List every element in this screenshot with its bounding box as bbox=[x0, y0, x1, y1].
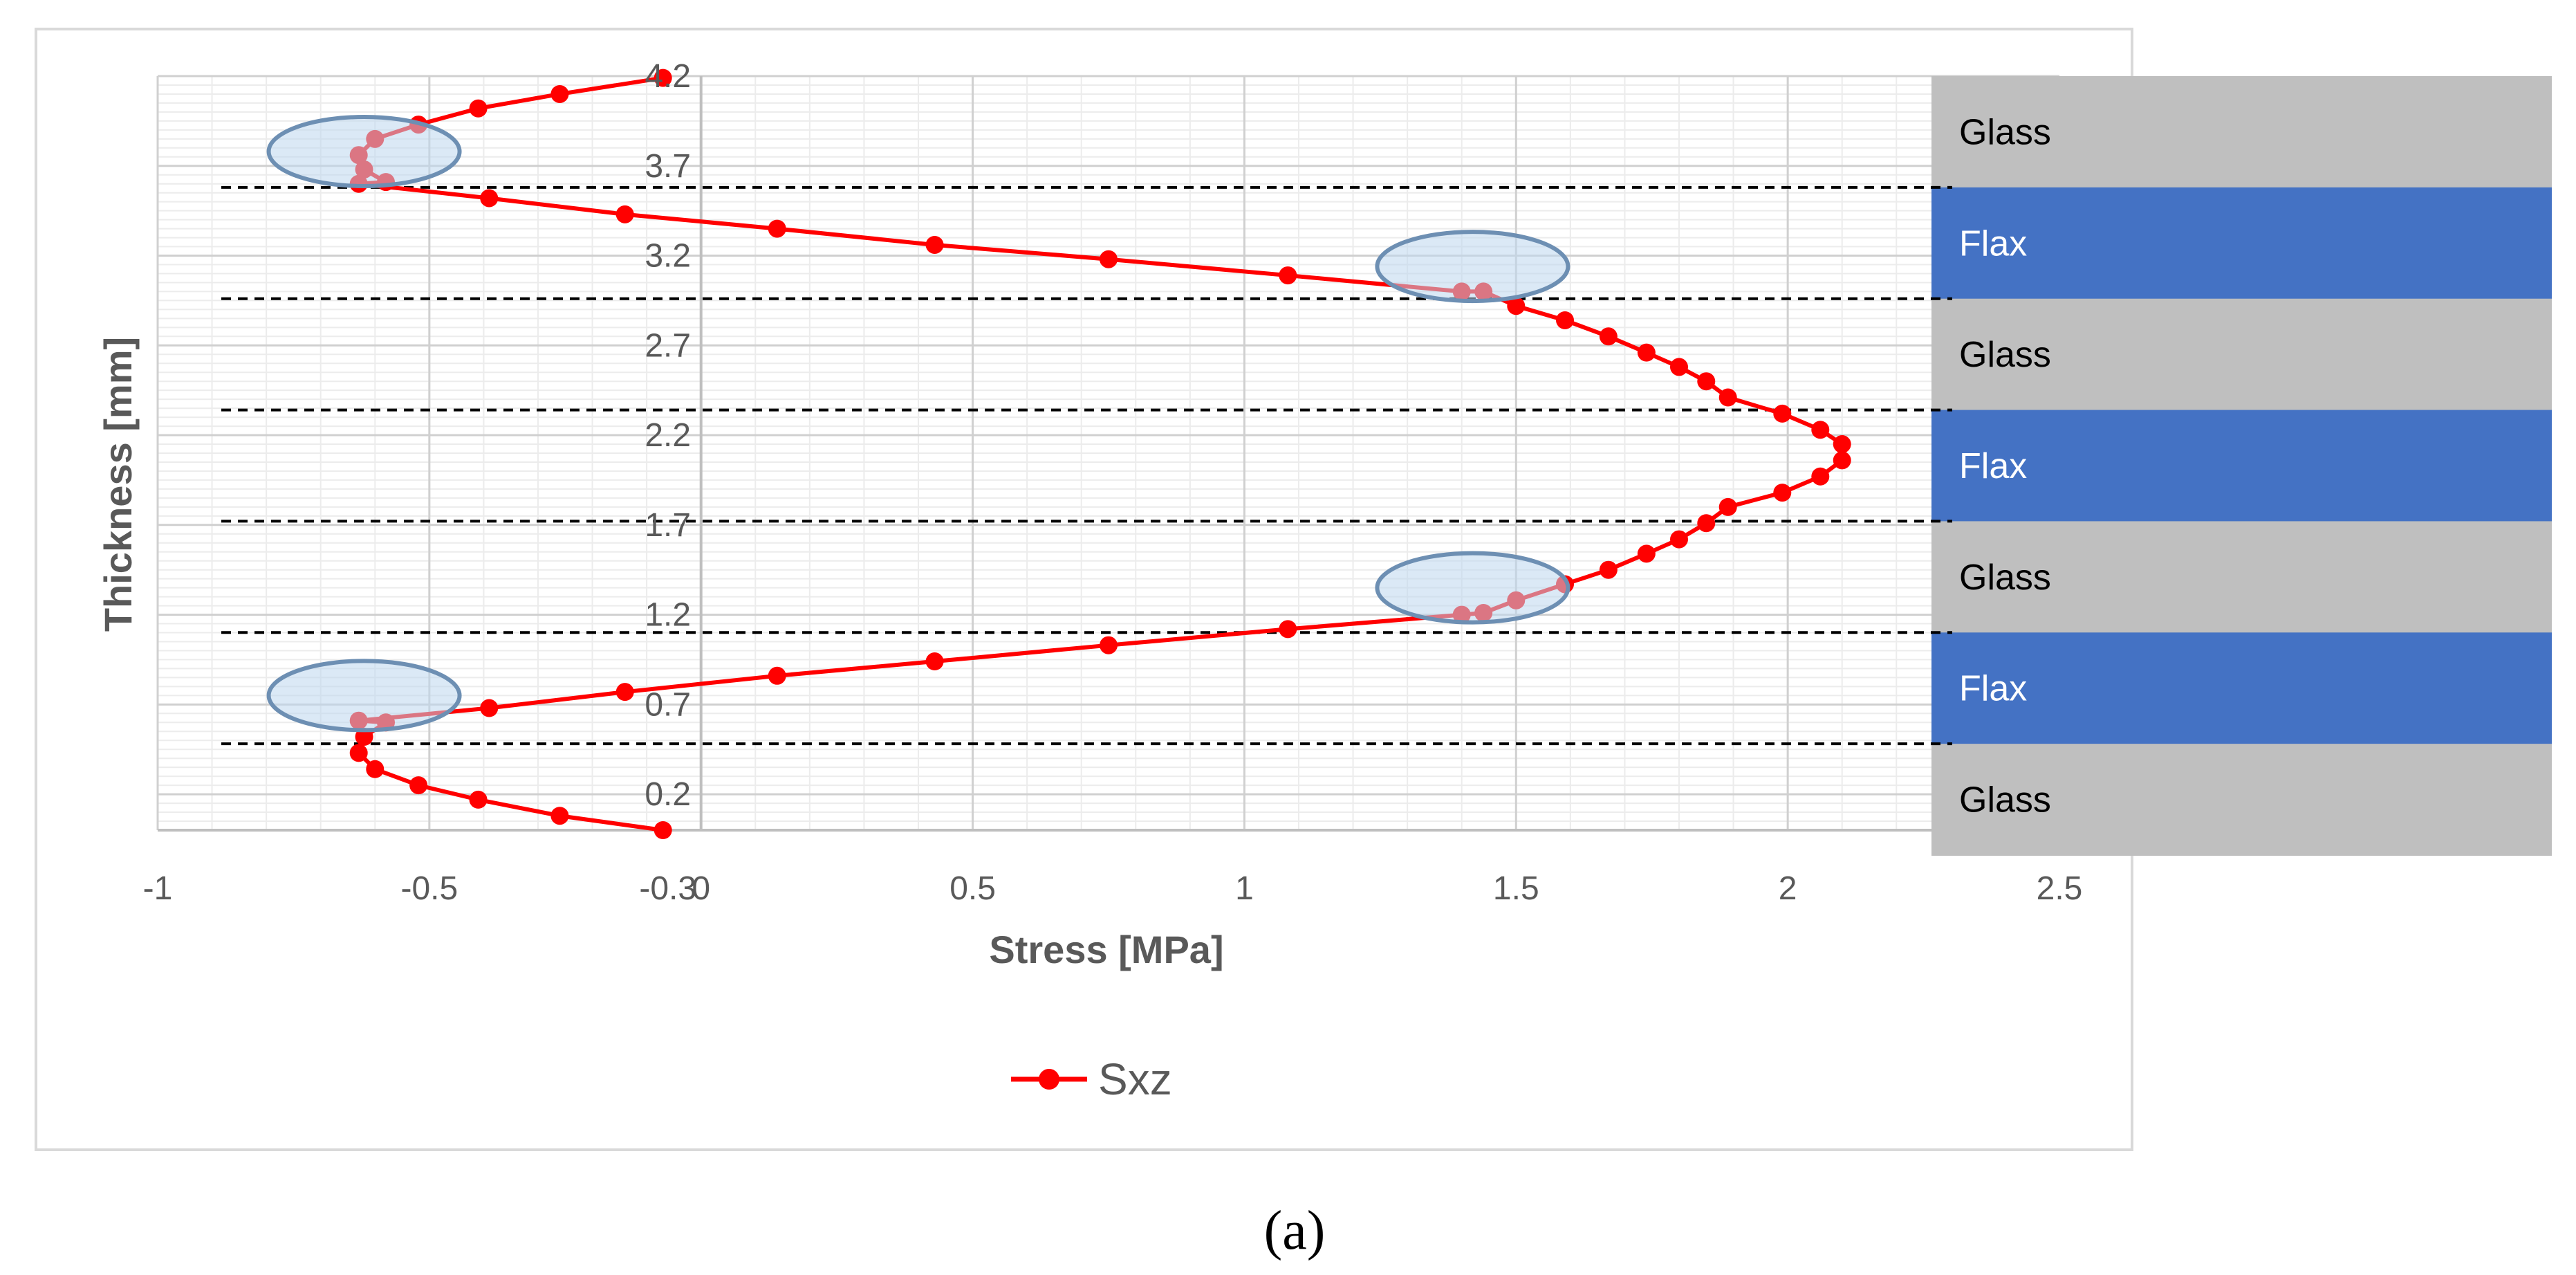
y-axis-title: Thickness [mm] bbox=[96, 337, 140, 632]
layer-boundaries bbox=[221, 185, 1952, 746]
legend-marker-icon bbox=[1039, 1069, 1059, 1090]
data-point bbox=[1279, 620, 1297, 639]
data-point bbox=[550, 807, 569, 825]
y-tick-label: 1.2 bbox=[645, 597, 691, 634]
data-point bbox=[1811, 467, 1830, 486]
y-tick-label: 3.7 bbox=[645, 148, 691, 185]
highlight-ellipse bbox=[266, 659, 462, 733]
data-point bbox=[1599, 560, 1618, 579]
y-tick-label: 4.2 bbox=[645, 58, 691, 95]
data-point bbox=[1100, 250, 1118, 268]
legend-label: Sxz bbox=[1098, 1054, 1172, 1104]
highlight-ellipse bbox=[266, 115, 462, 188]
data-point bbox=[1670, 358, 1688, 376]
x-tick-label: -1 bbox=[143, 870, 173, 907]
y-tick-label: 0.7 bbox=[645, 686, 691, 723]
layer-label: Flax bbox=[1959, 446, 2027, 486]
legend: Sxz bbox=[1011, 1054, 1172, 1104]
data-point bbox=[1718, 497, 1737, 516]
data-point bbox=[654, 821, 672, 839]
data-point bbox=[1811, 421, 1830, 439]
layer-block bbox=[1931, 744, 2552, 856]
x-tick-label: 0 bbox=[692, 870, 710, 907]
data-point bbox=[1556, 311, 1574, 329]
data-point bbox=[469, 790, 488, 809]
tick-labels: -1 -0.5 0 0.5 1 1.5 2 2.5 0.2 0.7 1.2 1.7 2.2 2.7 3.2 3… bbox=[143, 58, 2083, 907]
data-point bbox=[469, 99, 488, 118]
data-point bbox=[1507, 297, 1526, 315]
data-point bbox=[1773, 484, 1792, 502]
data-point bbox=[480, 189, 499, 208]
data-point bbox=[1773, 404, 1792, 423]
data-point bbox=[355, 728, 373, 746]
y-tick-label: 3.2 bbox=[645, 238, 691, 275]
data-point bbox=[1670, 530, 1688, 549]
data-point bbox=[1833, 435, 1851, 454]
data-point bbox=[349, 744, 368, 762]
layer-label: Glass bbox=[1959, 558, 2051, 598]
x-tick-label: -0.5 bbox=[400, 870, 458, 907]
x-tick-label: 0.5 bbox=[949, 870, 996, 907]
data-point bbox=[768, 219, 786, 238]
data-point bbox=[1100, 636, 1118, 654]
y-tick-label: 0.2 bbox=[645, 776, 691, 813]
x-axis-title: Stress [MPa] bbox=[989, 928, 1223, 971]
layer-label: Glass bbox=[1959, 335, 2051, 375]
caption: (a) bbox=[1264, 1200, 1326, 1261]
data-point bbox=[409, 776, 428, 795]
layer-label: Glass bbox=[1959, 112, 2051, 152]
data-point bbox=[1833, 451, 1851, 470]
data-point bbox=[1637, 343, 1656, 362]
data-point bbox=[1697, 514, 1716, 533]
x-tick-label: 2 bbox=[1779, 870, 1797, 907]
data-point bbox=[1279, 266, 1297, 285]
highlight-ellipse bbox=[1375, 230, 1570, 304]
data-point bbox=[1697, 372, 1716, 391]
layer-labels: Glass Flax Glass Flax Glass Flax Glass bbox=[1931, 76, 2552, 856]
layer-block bbox=[1931, 410, 2552, 522]
x-tick-label: 2.5 bbox=[2037, 870, 2083, 907]
data-point bbox=[480, 699, 499, 717]
layer-block bbox=[1931, 298, 2552, 411]
y-tick-label: 2.2 bbox=[645, 417, 691, 454]
axes bbox=[158, 76, 2059, 832]
data-point bbox=[925, 235, 944, 254]
data-point bbox=[1718, 388, 1737, 407]
data-point bbox=[550, 84, 569, 103]
data-point bbox=[615, 683, 634, 701]
layer-block bbox=[1931, 187, 2552, 300]
layer-block bbox=[1931, 521, 2552, 634]
y-tick-label: 1.7 bbox=[645, 507, 691, 544]
layer-label: Flax bbox=[1959, 223, 2027, 264]
layer-label: Flax bbox=[1959, 669, 2027, 709]
x-tick-label: 1 bbox=[1235, 870, 1254, 907]
chart-frame bbox=[35, 28, 2133, 1151]
data-point bbox=[1637, 544, 1656, 563]
data-point bbox=[925, 652, 944, 671]
highlight-ellipse bbox=[1375, 551, 1570, 625]
data-point bbox=[615, 205, 634, 223]
x-tick-label: 1.5 bbox=[1493, 870, 1539, 907]
data-point bbox=[768, 666, 786, 685]
x-extra-label: -0.3 bbox=[639, 870, 696, 907]
data-point bbox=[366, 760, 384, 778]
highlight-ellipses bbox=[266, 115, 1570, 733]
y-tick-label: 2.7 bbox=[645, 327, 691, 364]
layer-block bbox=[1931, 632, 2552, 745]
data-point bbox=[1599, 327, 1618, 346]
layer-block bbox=[1931, 76, 2552, 188]
data-point bbox=[654, 68, 672, 87]
layer-label: Glass bbox=[1959, 780, 2051, 820]
